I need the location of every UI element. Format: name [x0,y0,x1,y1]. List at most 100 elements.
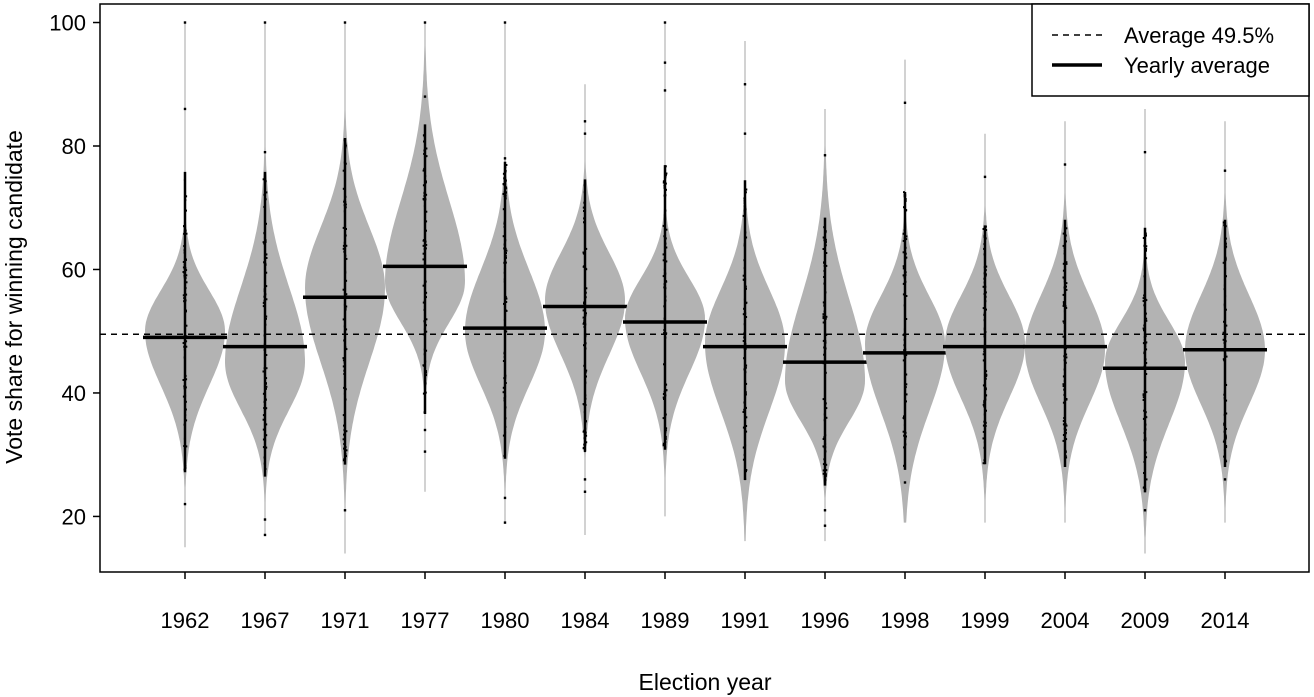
data-point [902,239,905,242]
data-point [504,179,507,182]
data-point [263,290,266,293]
data-point [1222,338,1225,341]
data-point [582,251,585,254]
data-point [423,321,426,324]
data-point [344,184,346,187]
data-point [665,228,668,231]
data-point [744,208,747,211]
data-point [183,356,186,359]
data-point [263,343,266,346]
violin-group-1971 [303,21,387,554]
data-point [502,208,505,211]
data-point [1065,261,1068,264]
data-point [744,285,747,288]
data-point [584,323,587,326]
data-point [422,392,425,395]
data-point [664,370,666,373]
data-point [423,194,426,197]
data-point [1062,269,1065,272]
data-point [745,364,748,367]
data-point [345,455,347,458]
data-point [982,403,985,406]
data-point [183,445,186,447]
data-point [1223,305,1226,308]
data-point [424,198,427,201]
outlier-point [743,83,747,86]
data-point [583,450,586,453]
data-point [903,446,906,449]
data-point [1062,276,1065,279]
data-point [584,371,587,374]
data-point [662,444,665,447]
data-point [183,387,186,390]
data-point [183,263,186,266]
data-point [345,244,348,247]
data-point [183,348,186,351]
data-point [983,281,986,284]
data-point [743,298,746,301]
data-point [904,271,907,274]
outlier-point [1223,169,1227,172]
data-point [344,142,347,145]
data-point [743,205,746,207]
data-point [344,201,347,204]
data-point [823,310,826,313]
data-point [582,252,585,255]
data-point [183,251,186,254]
data-point [1143,329,1145,332]
data-point [265,315,268,318]
data-point [1062,244,1065,247]
violin-group-1980 [463,21,547,524]
data-point [504,295,507,298]
data-point [1143,338,1146,341]
data-point [424,135,426,138]
x-tick-label-1989: 1989 [641,608,690,633]
data-point [184,467,187,469]
data-point [184,408,187,411]
data-point [1224,308,1227,311]
data-point [183,297,186,300]
data-point [984,291,987,294]
data-point [1143,244,1146,247]
data-point [1224,382,1227,384]
violin-group-1977 [383,21,467,492]
data-point [663,329,666,331]
data-point [582,309,585,312]
data-point [903,275,906,278]
data-point [344,270,347,273]
data-point [1065,356,1068,359]
data-point [662,275,665,278]
data-point [983,243,986,246]
data-point [1225,399,1228,402]
outlier-point [1063,163,1067,166]
data-point [905,393,908,396]
data-point [824,242,827,245]
data-point [422,284,425,287]
data-point [505,252,507,254]
data-point [1064,432,1067,435]
data-point [662,393,665,395]
outlier-point [263,533,267,537]
data-point [1223,224,1226,227]
data-point [502,235,505,238]
data-point [345,257,348,260]
data-point [264,382,267,384]
data-point [422,301,425,304]
data-point [823,475,826,477]
data-point [584,422,587,425]
data-point [822,438,825,440]
legend-label-yearly: Yearly average [1124,53,1270,78]
data-point [184,269,186,272]
data-point [423,248,426,251]
data-point [663,332,666,334]
data-point [343,204,346,207]
data-point [345,328,348,331]
data-point [902,232,905,235]
data-point [663,283,666,285]
data-point [265,423,268,426]
data-point [183,268,186,271]
data-point [343,429,346,432]
outlier-point [183,502,187,506]
data-point [822,463,825,466]
data-point [583,325,586,328]
